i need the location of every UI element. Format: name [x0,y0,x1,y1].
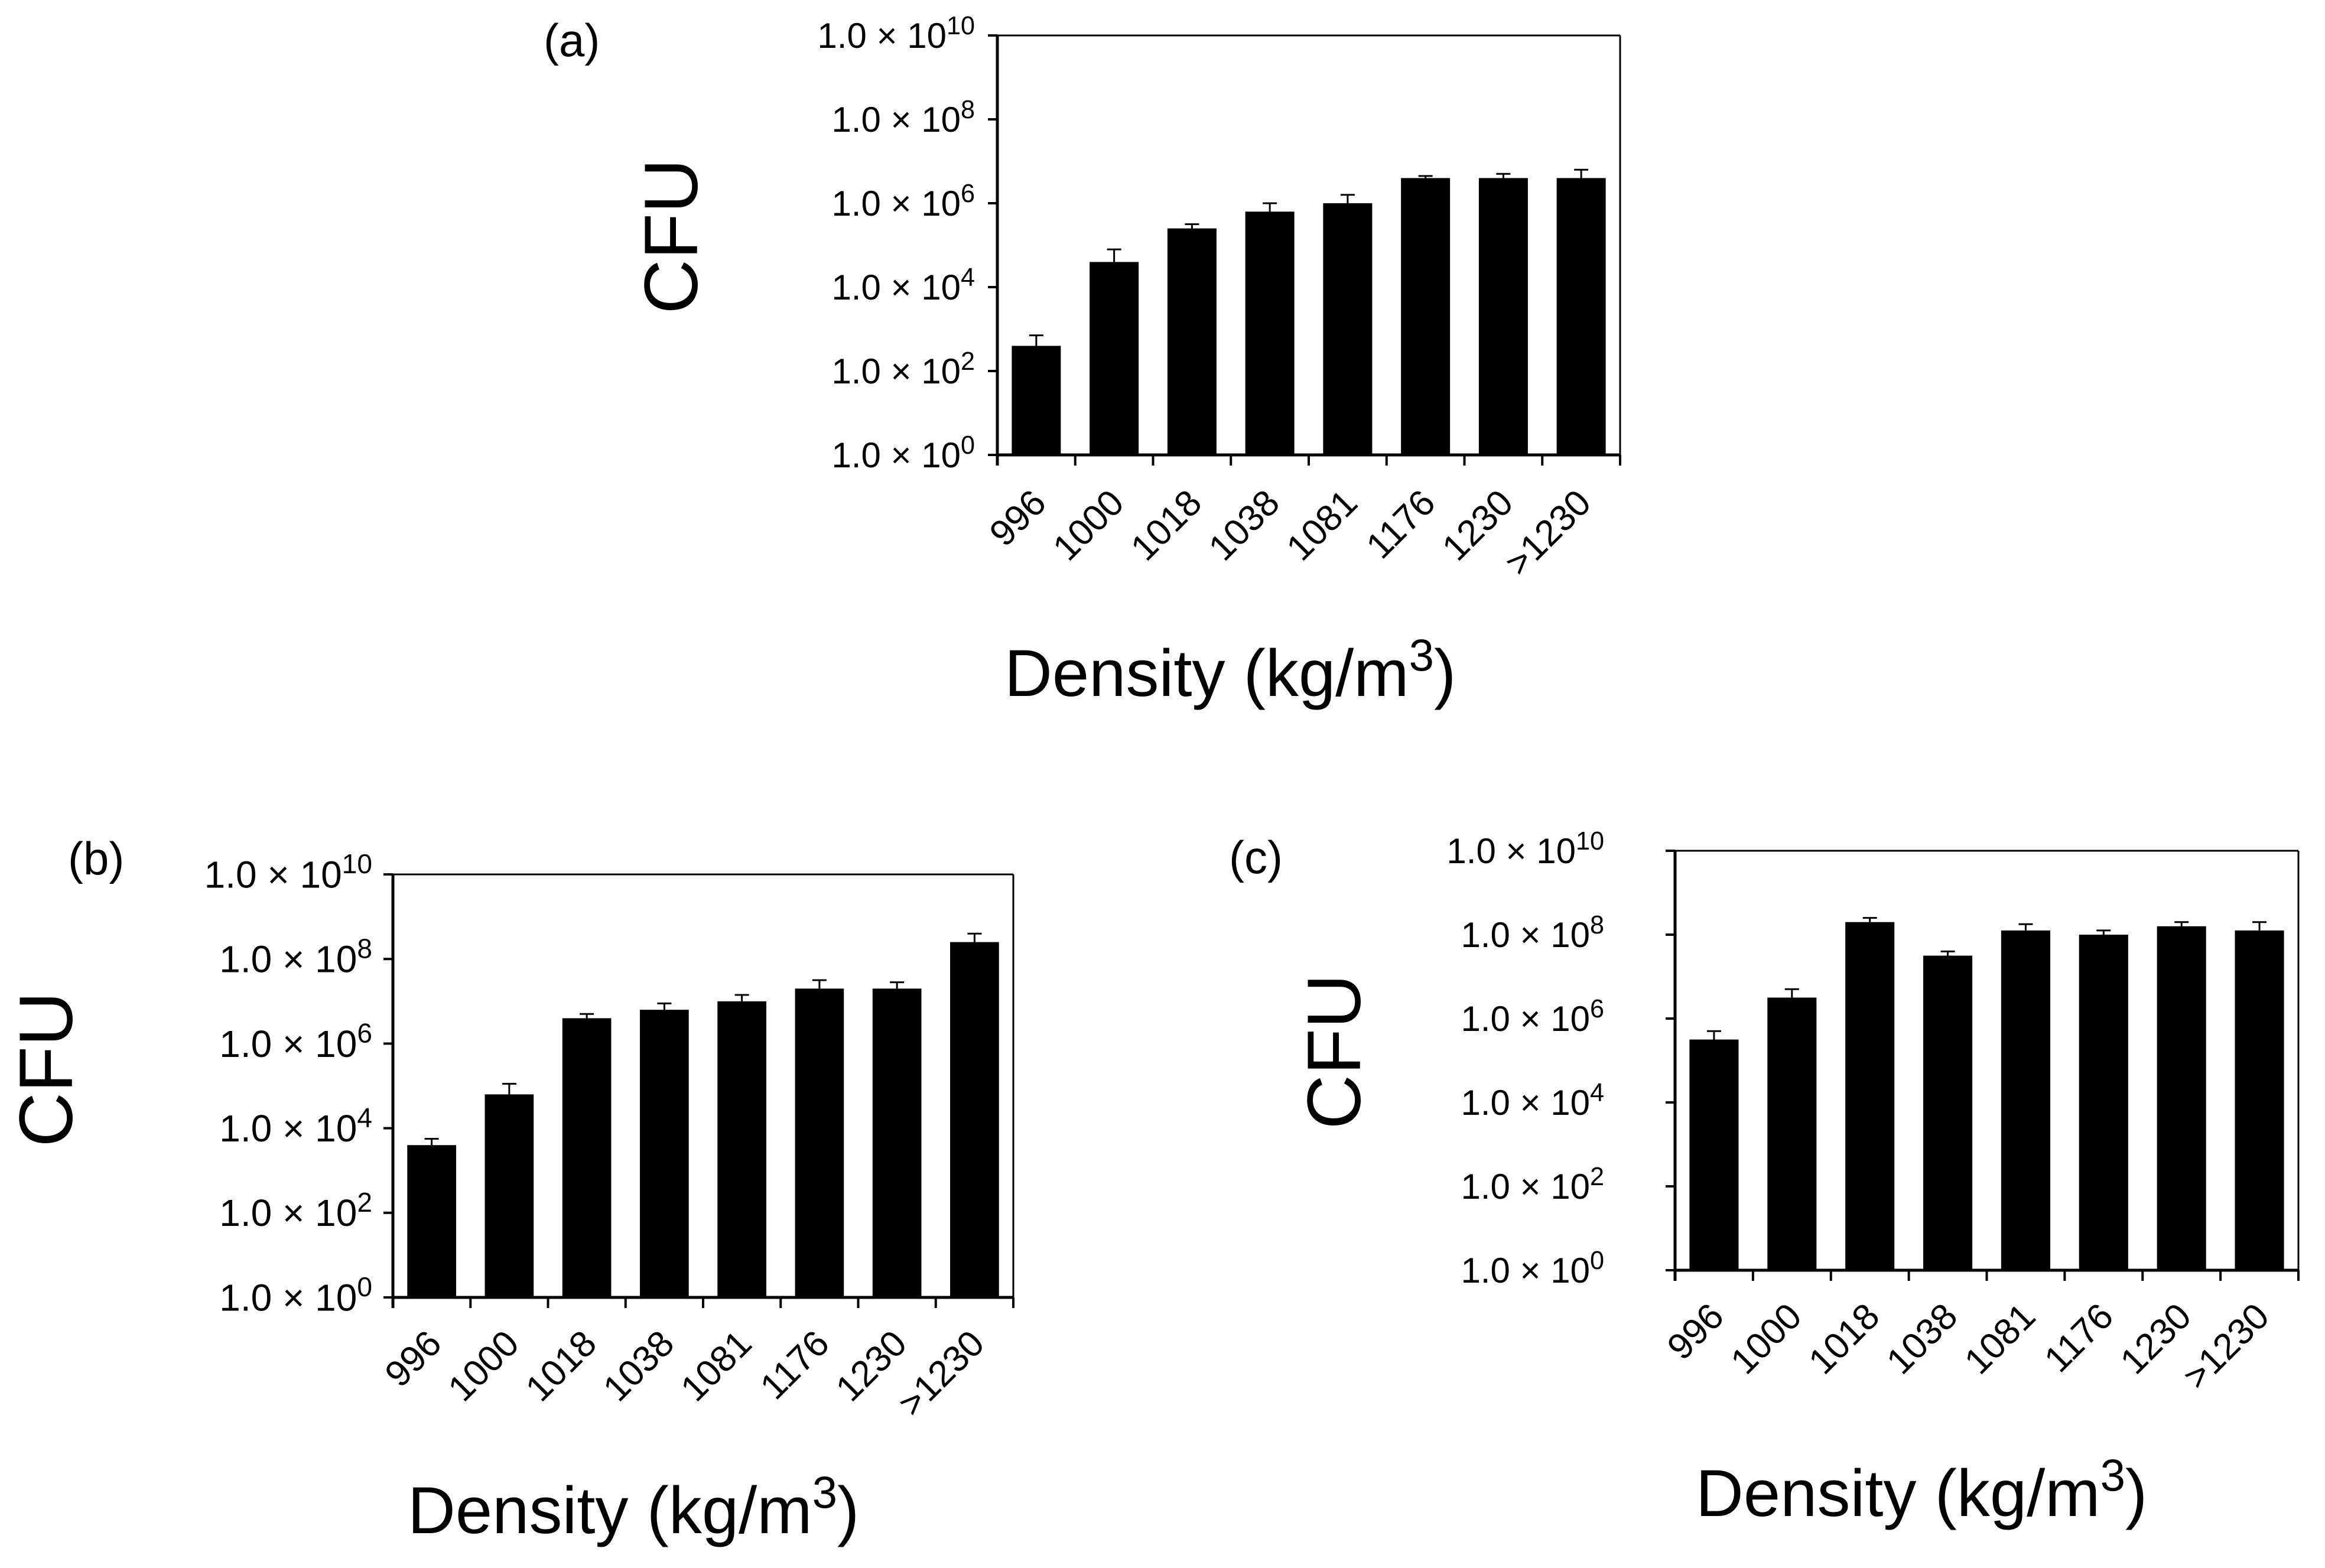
x-tick-label: >1230 [2176,1296,2277,1397]
bar-1000 [484,1094,534,1297]
y-tick-label: 1.0 × 100 [1461,1247,1604,1290]
bar-1038 [1923,955,1973,1270]
bar-1176 [1401,178,1451,455]
x-tick-label: 1038 [1201,482,1287,568]
chart-panel-c: (c) CFU 1.0 × 100 1.0 × 102 1.0 × 104 1.0 × 1… [1229,827,2300,1530]
x-tick-label: 1176 [753,1323,837,1407]
x-tick-label: 1000 [1723,1296,1809,1382]
y-axis-label: CFU [4,991,89,1147]
x-axis-label: Density (kg/m3) [1696,1450,2147,1530]
bar-1081 [1323,203,1373,455]
x-tick-label: 996 [378,1323,450,1395]
bar-gt1230 [950,942,999,1297]
bar-1230 [1478,178,1528,455]
bar-1000 [1767,997,1817,1270]
panel-label: (c) [1229,831,1283,883]
y-tick-label: 1.0 × 1010 [817,12,975,56]
x-axis-label: Density (kg/m3) [1004,630,1456,710]
x-tick-label: 1176 [1358,482,1443,567]
y-tick-label: 1.0 × 100 [831,431,975,475]
panel-label: (b) [68,832,124,884]
x-tick-label: 996 [1660,1296,1732,1368]
x-tick-label: 1081 [1279,482,1365,568]
y-tick-label: 1.0 × 104 [219,1102,372,1150]
y-tick-label: 1.0 × 108 [1461,911,1604,955]
y-tick-label: 1.0 × 108 [219,933,372,980]
bar-gt1230 [2235,930,2284,1270]
panel-label: (a) [544,14,600,66]
bar-1081 [2001,930,2050,1270]
y-tick-label: 1.0 × 1010 [204,848,372,896]
chart-panel-b: (b) CFU 1.0 × 100 1.0 × 102 1.0 × 104 1.0 × 1… [4,832,1014,1547]
y-tick-label: 1.0 × 104 [1461,1079,1604,1123]
x-tick-label: 1081 [1957,1296,2043,1382]
bar-996 [1012,346,1061,455]
y-tick-label: 1.0 × 102 [831,347,975,391]
x-tick-label: 1038 [1879,1296,1965,1382]
chart-panel-a: (a) CFU 1.0 × 100 1.0 × 102 1.0 × 104 1.0 × 1… [544,12,1621,710]
y-tick-label: 1.0 × 106 [831,180,975,223]
x-axis-label: Density (kg/m3) [408,1468,859,1547]
bar-996 [407,1145,456,1297]
y-tick-label: 1.0 × 104 [831,263,975,307]
y-tick-label: 1.0 × 1010 [1446,827,1604,871]
x-tick-label: >1230 [1497,482,1599,584]
bar-1038 [1245,212,1295,455]
x-tick-label: 1018 [1801,1296,1887,1382]
bar-gt1230 [1556,178,1606,455]
y-tick-label: 1.0 × 102 [1461,1163,1604,1206]
bar-1176 [795,988,844,1297]
x-tick-label: >1230 [890,1323,992,1424]
y-tick-label: 1.0 × 102 [219,1187,372,1234]
x-tick-label: 1018 [518,1323,604,1409]
bar-1018 [1167,228,1217,455]
x-tick-label: 1000 [440,1323,526,1409]
bar-1230 [872,988,922,1297]
x-tick-label: 996 [982,482,1054,554]
bar-1230 [2157,926,2206,1270]
bar-1081 [717,1001,766,1297]
x-tick-label: 1018 [1123,482,1209,568]
bar-1176 [2079,935,2128,1270]
y-axis-label: CFU [629,158,714,314]
bar-1018 [1845,922,1895,1270]
y-tick-label: 1.0 × 106 [219,1017,372,1065]
y-axis-label: CFU [1292,974,1377,1129]
x-tick-label: 1176 [2037,1296,2121,1380]
bar-1018 [562,1018,612,1297]
bar-996 [1689,1039,1739,1270]
bar-1038 [640,1010,689,1297]
x-tick-label: 1081 [673,1323,759,1409]
bar-1000 [1090,262,1139,455]
x-tick-label: 1000 [1045,482,1131,568]
y-tick-label: 1.0 × 100 [219,1271,372,1319]
y-tick-label: 1.0 × 106 [1461,995,1604,1039]
x-tick-label: 1038 [596,1323,682,1409]
y-tick-label: 1.0 × 108 [831,96,975,139]
